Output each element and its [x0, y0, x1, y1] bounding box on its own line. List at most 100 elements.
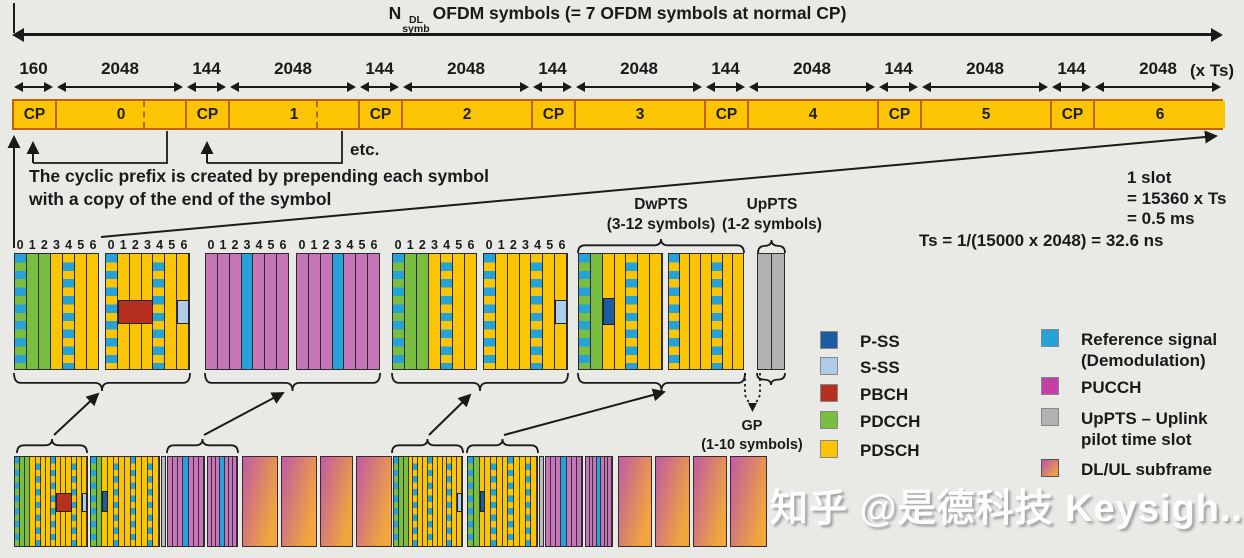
legend-label-line1: PUCCH — [1081, 378, 1142, 397]
duration-value: 144 — [1057, 59, 1086, 78]
arrow-right-head — [1212, 81, 1221, 92]
subframe5-slot1-col-3 — [519, 254, 532, 369]
ul-slot-col-6 — [608, 457, 613, 546]
subframe5-col-1 — [398, 457, 404, 546]
overbrace-dwpts — [577, 238, 745, 254]
cell-label: 1 — [289, 105, 299, 123]
subframe5-slot1-col-1 — [495, 254, 508, 369]
symbol-index: 2 — [231, 238, 239, 252]
symbol-index: 6 — [558, 238, 566, 252]
ul-slot-col-1 — [551, 457, 557, 546]
ul-slot-col-2 — [593, 457, 598, 546]
ul-slot-col-1 — [589, 457, 594, 546]
symbol-index: 2 — [131, 238, 139, 252]
arrow-line — [883, 85, 914, 88]
duration-arrow — [533, 81, 572, 92]
underbrace-dwpts — [577, 372, 746, 392]
subframe5-col-2 — [403, 457, 409, 546]
symbol-index: 3 — [243, 238, 251, 252]
subframe0-slot0-col-3 — [51, 254, 63, 369]
symbol-index: 1 — [310, 238, 318, 252]
s-ss-swatch — [820, 357, 838, 375]
cp-cell: CP — [706, 101, 749, 128]
symbol-cell-0: 0 — [57, 101, 187, 128]
arrow-line — [926, 85, 1044, 88]
n-symbol-subsup: DL symb — [402, 15, 429, 35]
subframe5-slot0-col-4 — [441, 254, 453, 369]
subframe0-col-0 — [15, 457, 21, 546]
subframe5-slot0-col-3 — [429, 254, 441, 369]
ul-subframe-slot1-col-5 — [356, 254, 369, 369]
cell-label: CP — [715, 105, 738, 123]
arrow-right-head — [44, 81, 53, 92]
subframe0 — [14, 456, 88, 547]
ul-slot-col-4 — [566, 457, 572, 546]
duration-value: 2048 — [966, 59, 1004, 78]
uppts-block-col-0 — [758, 254, 772, 369]
cp-copy-dashed-line — [315, 101, 318, 128]
duration-segment-144: 144 — [531, 59, 574, 92]
uppts-name: UpPTS — [746, 196, 798, 213]
uppts-block — [757, 253, 785, 370]
dwpts-col-5 — [496, 457, 503, 546]
cell-label: CP — [23, 105, 46, 123]
dwpts-col-6 — [502, 457, 509, 546]
legend-label: PBCH — [860, 385, 909, 404]
duration-arrow — [879, 81, 918, 92]
ul-subframe-slot0-col-5 — [265, 254, 278, 369]
ul-slot-col-1 — [173, 457, 179, 546]
duration-arrow — [706, 81, 745, 92]
duration-segment-144: 144 — [704, 59, 747, 92]
duration-arrow — [57, 81, 183, 92]
overbrace-frame-subframe0 — [16, 438, 88, 454]
expand-arrow-subframe5 — [428, 393, 472, 436]
duration-segment-144: 144 — [358, 59, 401, 92]
duration-value: 144 — [538, 59, 567, 78]
symbol-index: 2 — [509, 238, 517, 252]
dwpts-slot0-col-5 — [638, 254, 651, 369]
symbol-index: 5 — [546, 238, 554, 252]
duration-value: 144 — [884, 59, 913, 78]
ul-slot-col-2 — [216, 457, 221, 546]
subframe5-slot0-col-2 — [417, 254, 429, 369]
subframe5-slot0 — [392, 253, 477, 370]
duration-value: 160 — [19, 59, 48, 78]
arrow-line — [407, 85, 525, 88]
duration-row: 160 2048 144 2048 144 2048 144 2048 144 2048 144 20… — [12, 59, 1223, 92]
ul-slot-col-1 — [212, 457, 217, 546]
duration-arrow — [1095, 81, 1221, 92]
subframe0-col-5 — [40, 457, 46, 546]
symbol-index: 0 — [207, 238, 215, 252]
subframe0-col-2 — [25, 457, 31, 546]
symbol-index: 5 — [358, 238, 366, 252]
dl-ul-subframe — [242, 456, 278, 547]
symbol-index: 6 — [89, 238, 97, 252]
arrow-right-head — [1211, 27, 1223, 42]
dwpts-col-0 — [468, 457, 474, 546]
dwpts-col-7 — [130, 457, 137, 546]
gp-dotted-right — [753, 373, 761, 408]
subframe5-col-12 — [452, 457, 458, 546]
duration-value: 2048 — [447, 59, 485, 78]
legend-swatch — [1041, 459, 1059, 477]
legend-swatch — [1041, 377, 1059, 395]
ul-slot-col-6 — [232, 457, 237, 546]
symbol-index: 5 — [455, 238, 463, 252]
sss-block — [81, 492, 87, 513]
legend-label: DL/UL subframe — [1081, 459, 1212, 480]
overbrace-frame-ul-subframe — [166, 438, 239, 454]
subframe5-col-7 — [428, 457, 433, 546]
symbol-cell-5: 5 — [922, 101, 1052, 128]
duration-arrow — [14, 81, 53, 92]
subframe0-slot0-col-2 — [39, 254, 51, 369]
ul-subframe-slot1-col-0 — [297, 254, 309, 369]
arrow-right-head — [390, 81, 399, 92]
legend-swatch — [1041, 329, 1059, 347]
gp-range: (1-10 symbols) — [701, 437, 803, 453]
symbol-index: 0 — [394, 238, 402, 252]
cp-note-line2: with a copy of the end of the symbol — [29, 188, 332, 209]
dwpts-slot0-col-6 — [650, 254, 663, 369]
dwpts-slot0-col-1 — [590, 254, 603, 369]
